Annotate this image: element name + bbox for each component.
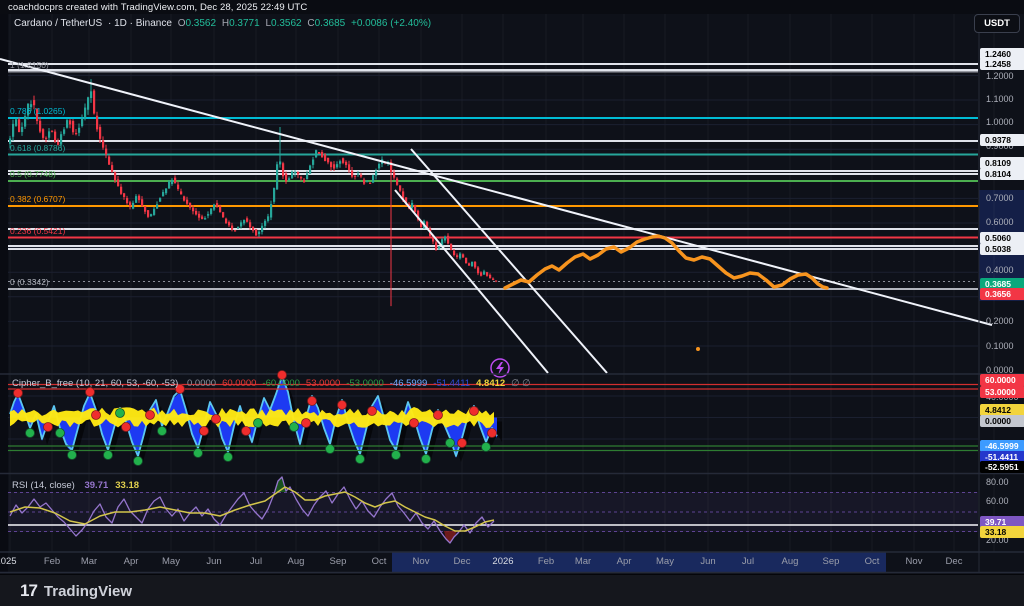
- rsi-axis-label: 20.00: [986, 535, 1009, 545]
- time-axis-label: Nov: [412, 556, 430, 567]
- price-axis-label: 1.0000: [986, 117, 1014, 127]
- currency-toggle-button[interactable]: USDT: [974, 14, 1020, 33]
- time-axis-label: Jul: [741, 556, 755, 567]
- price-axis-label: 0.6000: [986, 217, 1014, 227]
- time-axis-label: Sep: [329, 556, 347, 567]
- price-axis-badge: 0.5060: [980, 232, 1024, 244]
- high-value: 0.3771: [229, 18, 260, 29]
- time-axis-label: Sep: [822, 556, 840, 567]
- symbol-name[interactable]: Cardano / TetherUS: [14, 18, 103, 29]
- cipher-status-value: ∅ ∅: [511, 378, 531, 389]
- time-axis-label: Jul: [249, 556, 263, 567]
- cipher-axis-badge: 0.0000: [980, 415, 1024, 427]
- cipher-status-value: 0.0000: [187, 378, 217, 389]
- close-value: 0.3685: [314, 18, 346, 29]
- price-axis-label: 0.2000: [986, 316, 1014, 326]
- time-axis-label: Jun: [206, 556, 222, 567]
- price-axis-label: 0.7000: [986, 193, 1014, 203]
- time-axis-label: Aug: [781, 556, 799, 567]
- cipher-axis-badge: 60.0000: [980, 374, 1024, 386]
- cipher-indicator-header: Cipher_B_free (10, 21, 60, 53, -60, -53)…: [12, 378, 536, 389]
- time-axis-label: Jun: [700, 556, 716, 567]
- fib-level-label: 0.618 (0.8786): [10, 142, 66, 153]
- price-axis-badge: 1.2458: [980, 58, 1024, 70]
- fib-level-label: 0.236 (0.5421): [10, 225, 66, 236]
- cipher-title[interactable]: Cipher_B_free (10, 21, 60, 53, -60, -53): [12, 378, 179, 389]
- high-label: H: [221, 18, 230, 29]
- time-axis-label: 2025: [0, 556, 17, 567]
- rsi-axis-badge: 33.18: [980, 526, 1024, 538]
- time-axis-label: Apr: [123, 556, 139, 567]
- change-value: +0.0086 (+2.40%): [351, 18, 432, 29]
- bottom-toolbar: 17 TradingView: [0, 574, 1024, 606]
- price-axis-label: 1.2000: [986, 71, 1014, 81]
- cipher-status-value: -53.0000: [346, 378, 384, 389]
- cipher-status-value: -51.4411: [433, 378, 471, 389]
- chart-canvas[interactable]: [0, 0, 1024, 574]
- price-axis-badge: 1.2460: [980, 48, 1024, 60]
- attribution-text: coachdocprs created with TradingView.com…: [8, 2, 308, 13]
- time-axis-label: Dec: [945, 556, 963, 567]
- price-axis-label: 0.1000: [986, 341, 1014, 351]
- price-axis-label: 1.1000: [986, 94, 1014, 104]
- cipher-axis-badge: 4.8412: [980, 404, 1024, 416]
- symbol-descriptor: · 1D · Binance: [107, 18, 172, 29]
- time-axis-label: Oct: [864, 556, 880, 567]
- fib-level-label: 0.382 (0.6707): [10, 194, 66, 204]
- cipher-status-value: -60.0000: [262, 378, 300, 389]
- tradingview-logo-icon[interactable]: 17: [20, 581, 38, 600]
- fib-level-label: 0.786 (1.0265): [10, 106, 66, 116]
- time-axis-label: Apr: [616, 556, 632, 567]
- cipher-axis-badge: -52.5951: [980, 461, 1024, 473]
- tradingview-brand-text[interactable]: TradingView: [43, 582, 133, 600]
- rsi-axis-label: 80.00: [986, 477, 1009, 487]
- price-axis-label: 0.9000: [986, 141, 1014, 151]
- price-axis-badge: 0.8104: [980, 168, 1024, 180]
- rsi-status-value: 33.18: [115, 480, 140, 491]
- low-value: 0.3562: [271, 18, 302, 29]
- symbol-status-line: Cardano / TetherUS · 1D · Binance O0.356…: [14, 18, 434, 29]
- time-axis-label: May: [656, 556, 674, 567]
- low-label: L: [265, 18, 272, 29]
- time-axis-label: 2026: [492, 556, 514, 567]
- fib-level-label: 1 (1.2150): [10, 59, 49, 70]
- fib-level-label: 0.5 (0.7748): [10, 169, 56, 179]
- price-axis-badge: 0.3685: [980, 278, 1024, 290]
- price-axis-badge: 0.9378: [980, 134, 1024, 146]
- time-axis-label: Feb: [43, 556, 61, 567]
- cipher-axis-badge: 53.0000: [980, 386, 1024, 398]
- time-axis-label: Aug: [287, 556, 305, 567]
- time-axis-label: Nov: [905, 556, 923, 567]
- cipher-status-value: -46.5999: [389, 378, 428, 389]
- close-label: C: [307, 18, 315, 29]
- cipher-status-value: 4.8412: [476, 378, 506, 389]
- rsi-indicator-header: RSI (14, close) 39.71 33.18: [12, 480, 146, 491]
- price-axis-label: 0.4000: [986, 265, 1014, 275]
- open-label: O: [177, 18, 186, 29]
- time-axis-label: Oct: [371, 556, 387, 567]
- cipher-axis-badge: -51.4411: [980, 451, 1024, 463]
- fib-level-label: 0 (0.3342): [10, 277, 49, 287]
- time-axis-label: Mar: [80, 556, 98, 567]
- cipher-axis-badge: -46.5999: [980, 440, 1024, 452]
- price-axis-badge: 0.3656: [980, 288, 1024, 300]
- time-axis-label: Dec: [453, 556, 471, 567]
- rsi-axis-label: 60.00: [986, 496, 1009, 506]
- price-axis-label: 0.0000: [986, 365, 1014, 375]
- rsi-status-value: 39.71: [84, 480, 109, 491]
- rsi-axis-badge: 39.71: [980, 516, 1024, 528]
- time-axis-label: Mar: [574, 556, 592, 567]
- price-axis-badge: 0.5038: [980, 243, 1024, 255]
- cipher-status-value: 60.0000: [222, 378, 257, 389]
- time-axis-label: May: [162, 556, 180, 567]
- rsi-title[interactable]: RSI (14, close): [12, 480, 75, 491]
- cipher-status-value: 53.0000: [305, 378, 341, 389]
- time-axis-label: Feb: [537, 556, 555, 567]
- price-axis-badge: 0.8109: [980, 157, 1024, 169]
- open-value: 0.3562: [185, 18, 217, 29]
